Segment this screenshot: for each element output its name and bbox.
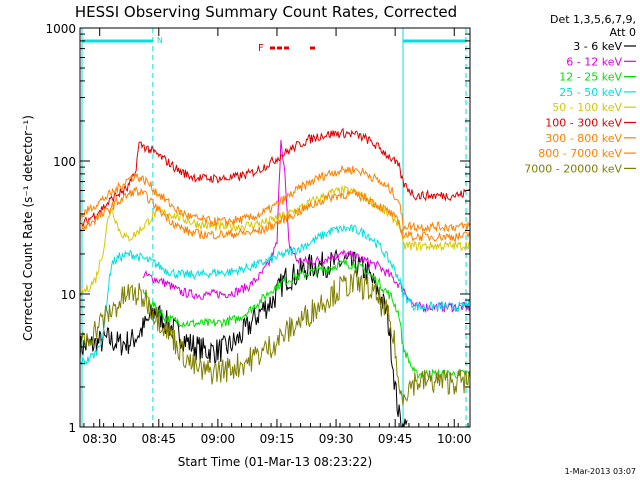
legend-label: 800 - 7000 keV (538, 147, 622, 160)
series-100-300-kev (79, 127, 471, 228)
series-12-25-kev (142, 259, 471, 381)
plot-frame (79, 27, 471, 428)
series-50-100-kev (79, 184, 471, 297)
legend-label: 6 - 12 keV (566, 55, 622, 68)
legend-header: Det 1,3,5,6,7,9, (550, 13, 636, 26)
x-axis-ticks: 08:30 08:45 09:00 09:15 09:30 09:45 10:00 (82, 28, 472, 446)
y-tick-label: 100 (53, 155, 76, 169)
x-tick-label: 09:15 (260, 432, 295, 446)
y-tick-label: 10 (61, 288, 76, 302)
legend: Det 1,3,5,6,7,9,Att 03 - 6 keV 6 - 12 keV… (524, 13, 636, 175)
annotations: NF (157, 36, 315, 54)
x-tick-label: 10:00 (437, 432, 472, 446)
y-tick-label: 1 (68, 421, 76, 435)
series-lines (79, 127, 471, 428)
legend-label: 100 - 300 keV (545, 117, 622, 130)
series-6-12-kev (142, 140, 471, 314)
series-3-6-kev (79, 248, 408, 428)
series-25-50-kev (79, 223, 471, 366)
date-stamp: 1-Mar-2013 03:07 (565, 467, 636, 476)
annotation-f: F (258, 43, 264, 54)
y-tick-label: 1000 (45, 22, 76, 36)
legend-label: 25 - 50 keV (559, 86, 622, 99)
legend-label: 7000 - 20000 keV (524, 162, 622, 175)
y-axis-label: Corrected Count Rate (s⁻¹ detector⁻¹) (21, 115, 35, 341)
series-7000-20000-kev (79, 269, 471, 406)
legend-label: 12 - 25 keV (559, 71, 622, 84)
x-tick-label: 09:45 (378, 432, 413, 446)
y-axis-ticks: 1 10 100 1000 (45, 22, 470, 435)
series-300-800-kev (79, 165, 471, 233)
legend-label: 50 - 100 keV (552, 101, 622, 114)
x-tick-label: 09:00 (201, 432, 236, 446)
chart-title: HESSI Observing Summary Count Rates, Cor… (75, 3, 457, 21)
legend-label: 3 - 6 keV (573, 40, 622, 53)
x-tick-label: 08:30 (82, 432, 117, 446)
legend-header: Att 0 (610, 26, 636, 39)
x-axis-label: Start Time (01-Mar-13 08:23:22) (178, 455, 372, 469)
x-tick-label: 08:45 (141, 432, 176, 446)
annotation-n: N (157, 36, 163, 45)
x-tick-label: 09:30 (319, 432, 354, 446)
series-800-7000-kev (79, 185, 471, 243)
legend-label: 300 - 800 keV (545, 132, 622, 145)
